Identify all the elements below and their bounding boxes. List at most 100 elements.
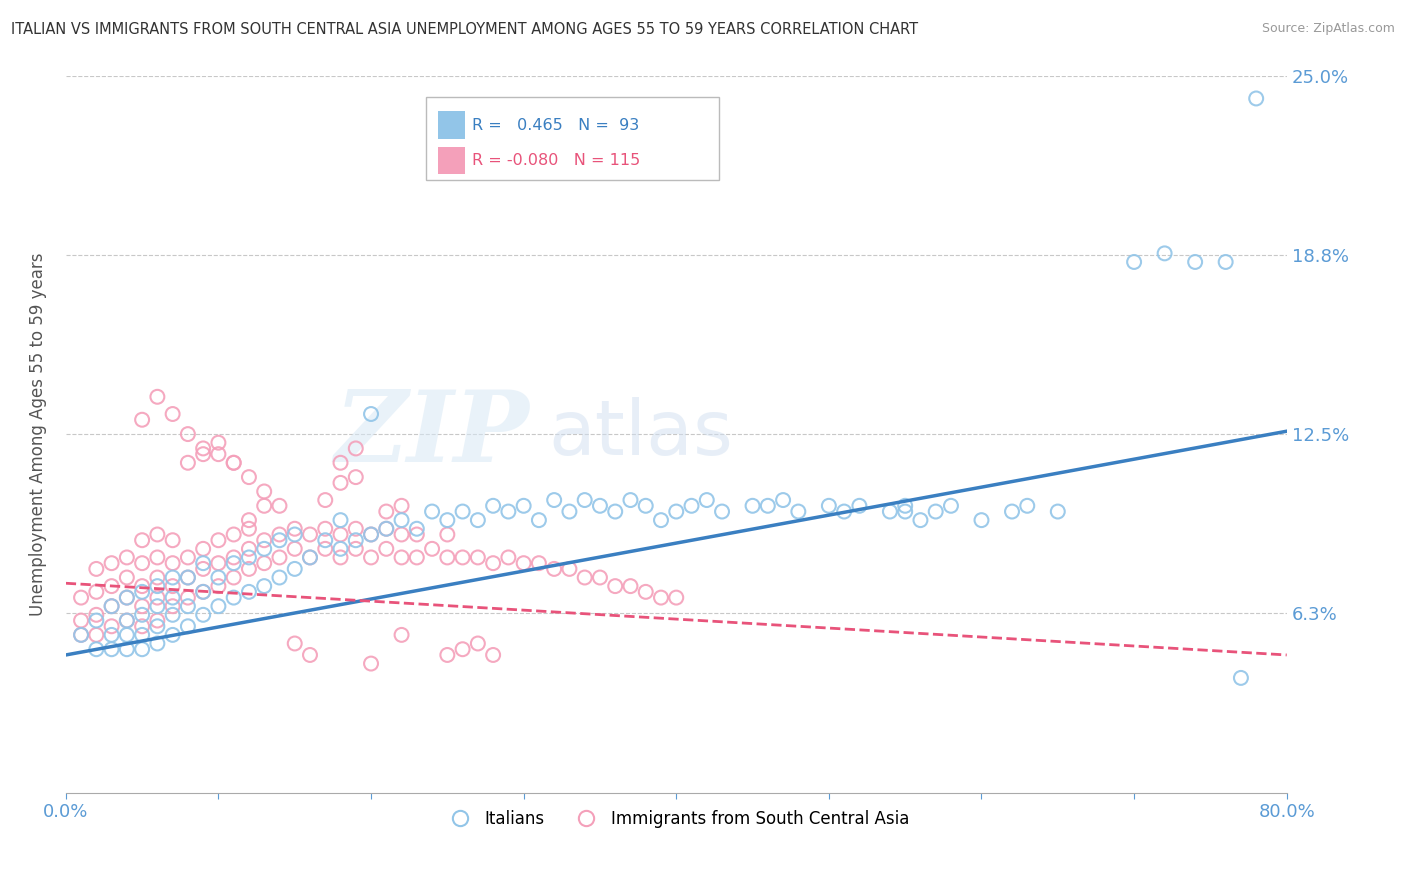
Point	[131, 556, 153, 570]
Bar	[439, 147, 465, 175]
Point	[146, 579, 169, 593]
Point	[634, 499, 657, 513]
Point	[298, 648, 321, 662]
Point	[269, 499, 291, 513]
Point	[1230, 671, 1253, 685]
Point	[665, 504, 688, 518]
Point	[650, 591, 672, 605]
Text: R = -0.080   N = 115: R = -0.080 N = 115	[472, 153, 641, 169]
Point	[619, 493, 641, 508]
Point	[482, 556, 505, 570]
Y-axis label: Unemployment Among Ages 55 to 59 years: Unemployment Among Ages 55 to 59 years	[30, 252, 46, 615]
Point	[650, 513, 672, 527]
Point	[191, 447, 214, 461]
Point	[115, 614, 138, 628]
Point	[146, 614, 169, 628]
Point	[115, 642, 138, 657]
Point	[146, 599, 169, 614]
Point	[253, 556, 276, 570]
Point	[787, 504, 810, 518]
Point	[284, 527, 307, 541]
Point	[314, 522, 336, 536]
Point	[498, 550, 520, 565]
Point	[222, 550, 245, 565]
Point	[162, 533, 184, 548]
Point	[177, 591, 200, 605]
Point	[391, 628, 413, 642]
Point	[100, 579, 122, 593]
Point	[405, 522, 427, 536]
Point	[329, 513, 352, 527]
Point	[191, 556, 214, 570]
Point	[162, 407, 184, 421]
Point	[115, 591, 138, 605]
Point	[238, 522, 260, 536]
Point	[131, 579, 153, 593]
Point	[191, 541, 214, 556]
Point	[329, 541, 352, 556]
Point	[605, 579, 627, 593]
Point	[1184, 255, 1206, 269]
Point	[498, 504, 520, 518]
Point	[162, 591, 184, 605]
Point	[467, 636, 489, 650]
Point	[162, 579, 184, 593]
Point	[146, 527, 169, 541]
Point	[207, 447, 229, 461]
Point	[146, 591, 169, 605]
Point	[131, 619, 153, 633]
Point	[177, 570, 200, 584]
Point	[375, 541, 398, 556]
Point	[527, 556, 550, 570]
Point	[146, 390, 169, 404]
Point	[558, 504, 581, 518]
Point	[451, 550, 474, 565]
Point	[939, 499, 962, 513]
Point	[253, 499, 276, 513]
Point	[329, 456, 352, 470]
Point	[70, 614, 93, 628]
Point	[848, 499, 870, 513]
Point	[314, 533, 336, 548]
Point	[344, 442, 367, 456]
Point	[1017, 499, 1039, 513]
Point	[269, 527, 291, 541]
Point	[696, 493, 718, 508]
Point	[360, 527, 382, 541]
Point	[253, 484, 276, 499]
Point	[162, 556, 184, 570]
Point	[772, 493, 794, 508]
Point	[86, 562, 108, 576]
Point	[70, 628, 93, 642]
Point	[191, 585, 214, 599]
Point	[86, 628, 108, 642]
Point	[238, 513, 260, 527]
Point	[925, 504, 948, 518]
Point	[162, 628, 184, 642]
Point	[375, 522, 398, 536]
Point	[314, 541, 336, 556]
Point	[482, 648, 505, 662]
Point	[894, 499, 917, 513]
Point	[436, 527, 458, 541]
Point	[191, 442, 214, 456]
Point	[191, 562, 214, 576]
Point	[574, 570, 596, 584]
Point	[543, 493, 565, 508]
Point	[405, 527, 427, 541]
Point	[1046, 504, 1069, 518]
Point	[131, 642, 153, 657]
Point	[222, 456, 245, 470]
Point	[162, 607, 184, 622]
Point	[253, 541, 276, 556]
Point	[86, 585, 108, 599]
Point	[191, 607, 214, 622]
Text: atlas: atlas	[548, 397, 733, 471]
Point	[162, 599, 184, 614]
Point	[284, 636, 307, 650]
Point	[253, 533, 276, 548]
Point	[70, 628, 93, 642]
Point	[298, 550, 321, 565]
Point	[360, 527, 382, 541]
Point	[146, 550, 169, 565]
